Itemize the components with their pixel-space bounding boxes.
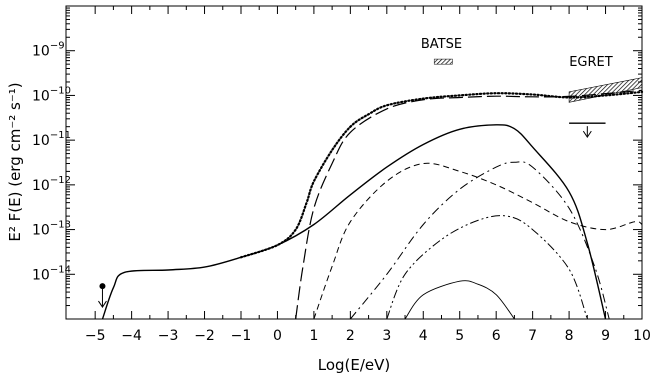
x-tick-label: −1	[231, 328, 252, 344]
series-short-dash-line	[313, 162, 643, 320]
series-long-dash-line	[295, 89, 643, 320]
y-tick-label: 10−11	[32, 130, 71, 149]
y-tick-label: 10−12	[32, 175, 71, 194]
y-tick-labels: 10−14 10−13 10−12 10−11 10−10 10−9	[32, 41, 71, 284]
series-thin-solid-line	[404, 280, 515, 320]
x-tick-label: 0	[273, 328, 282, 344]
x-tick-label: 8	[565, 328, 574, 344]
series-dash-dot-dot-line	[386, 215, 588, 320]
y-tick-label: 10−14	[32, 264, 71, 283]
x-tick-label: 1	[309, 328, 318, 344]
series-solid-line	[101, 124, 607, 320]
axis-ticks	[66, 6, 643, 320]
x-tick-label: −3	[158, 328, 179, 344]
x-tick-label: 6	[492, 328, 501, 344]
x-tick-label: 2	[346, 328, 355, 344]
y-axis-title: E² F(E) (erg cm⁻² s⁻¹)	[6, 82, 24, 241]
y-tick-label: 10−13	[32, 220, 71, 239]
plot-frame	[65, 5, 643, 320]
x-tick-label: −4	[121, 328, 142, 344]
series-dotted-line	[239, 90, 644, 259]
batse-data-box	[433, 58, 453, 65]
x-tick-label: 4	[419, 328, 428, 344]
series-dash-dot-line	[350, 161, 610, 320]
x-tick-label: −5	[85, 328, 106, 344]
y-tick-label: 10−9	[32, 41, 65, 60]
series-curves	[101, 89, 644, 320]
egret-data-band	[568, 77, 643, 103]
x-tick-label: 3	[382, 328, 391, 344]
x-tick-label: 9	[601, 328, 610, 344]
x-tick-label: 10	[633, 328, 651, 344]
batse-label: BATSE	[421, 37, 462, 52]
annotations: BATSE EGRET	[98, 37, 643, 308]
x-tick-label: 5	[455, 328, 464, 344]
upper-limit-arrowhead	[98, 300, 107, 308]
x-tick-label: 7	[528, 328, 537, 344]
egret-label: EGRET	[569, 55, 613, 70]
upper-limit-arrowhead	[582, 130, 592, 139]
x-tick-label: −2	[194, 328, 215, 344]
y-tick-label: 10−10	[32, 85, 71, 104]
x-axis-title: Log(E/eV)	[318, 356, 391, 374]
x-tick-labels: −5 −4 −3 −2 −1 0 1 2 3 4 5 6 7 8 9 10	[85, 328, 651, 344]
